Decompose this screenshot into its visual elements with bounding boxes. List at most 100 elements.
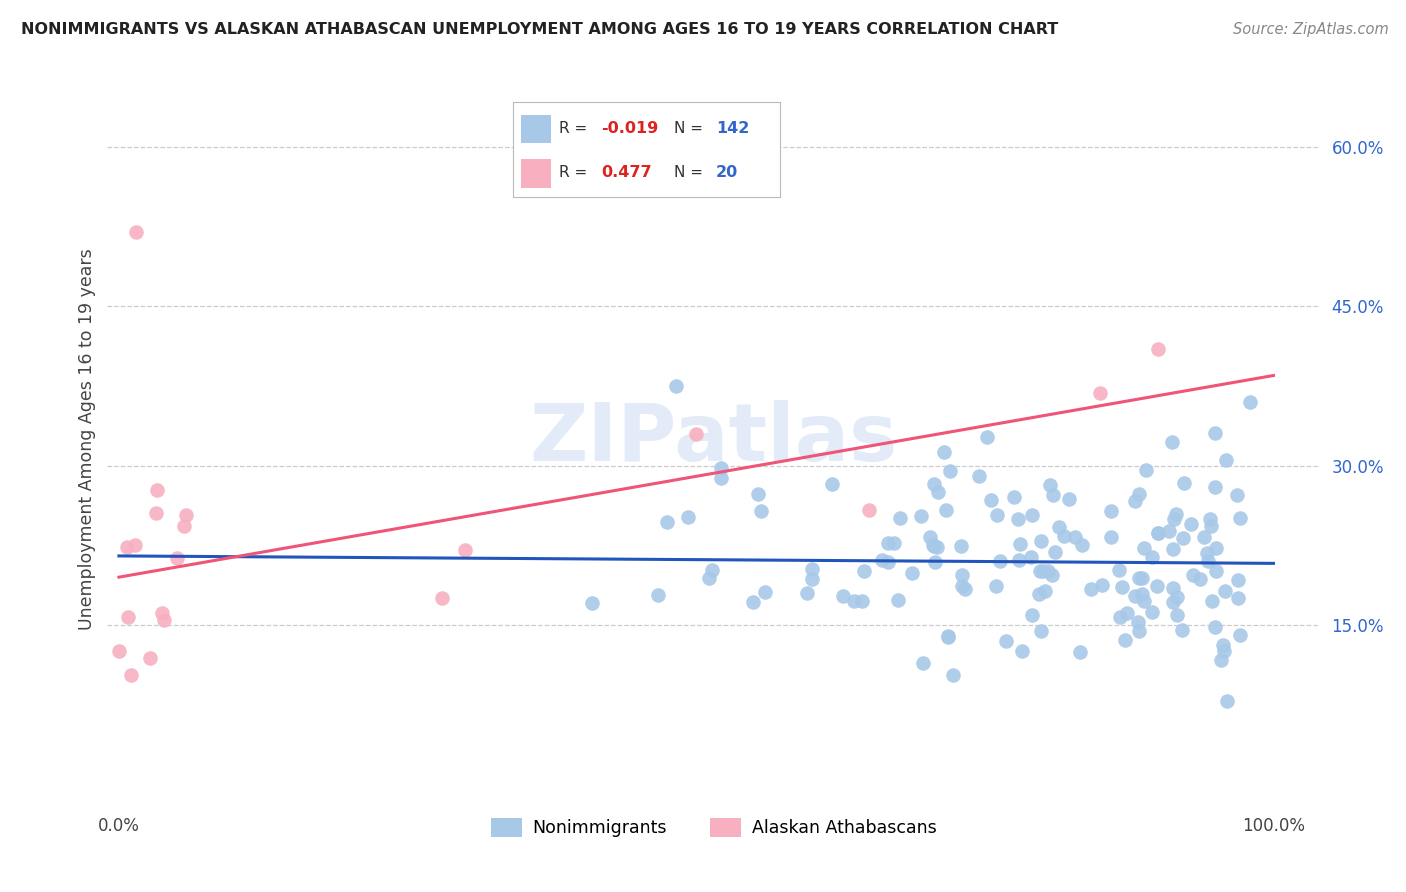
Point (1047, 520, 1070, 534)
Point (1123, 493, 1146, 508)
Point (1053, 529, 1076, 543)
Point (1140, 605, 1163, 619)
Point (1205, 565, 1227, 579)
Point (918, 530, 941, 544)
Point (1140, 550, 1163, 565)
Point (953, 582, 976, 596)
Point (754, 585, 776, 599)
Point (747, 487, 769, 501)
Point (115, 541, 138, 555)
Point (1166, 590, 1188, 604)
Point (1021, 508, 1043, 523)
Point (1194, 530, 1216, 544)
Point (796, 586, 818, 600)
Point (1116, 606, 1139, 620)
Point (173, 519, 195, 533)
Point (1180, 516, 1202, 531)
Point (922, 538, 945, 552)
Point (832, 589, 855, 603)
Point (883, 536, 905, 550)
Point (1173, 531, 1195, 545)
Point (1071, 538, 1094, 552)
Point (581, 596, 603, 610)
Point (1040, 568, 1063, 582)
Point (1045, 545, 1067, 559)
Point (1160, 435, 1182, 450)
Point (1021, 607, 1043, 622)
Point (925, 540, 948, 554)
Point (1010, 536, 1032, 550)
Point (1091, 577, 1114, 591)
Point (1215, 694, 1237, 708)
Point (936, 630, 959, 644)
Point (146, 483, 169, 497)
Point (934, 503, 956, 517)
Point (1032, 564, 1054, 578)
Point (1212, 638, 1234, 652)
Point (927, 485, 949, 500)
Point (1215, 453, 1237, 467)
Point (887, 593, 910, 607)
Point (1226, 488, 1249, 502)
Point (1163, 512, 1185, 526)
Point (166, 550, 188, 565)
Point (1197, 554, 1219, 568)
Point (1029, 564, 1052, 578)
Point (1133, 541, 1156, 555)
Text: ZIPatlas: ZIPatlas (530, 401, 897, 478)
Text: NONIMMIGRANTS VS ALASKAN ATHABASCAN UNEMPLOYMENT AMONG AGES 16 TO 19 YEARS CORRE: NONIMMIGRANTS VS ALASKAN ATHABASCAN UNEM… (21, 22, 1059, 37)
Point (1108, 609, 1130, 624)
Point (1147, 526, 1170, 541)
Point (851, 594, 873, 608)
Point (942, 668, 965, 682)
Point (1201, 594, 1223, 608)
Point (702, 563, 724, 577)
Point (1205, 541, 1227, 556)
Point (655, 515, 678, 529)
Point (1059, 491, 1081, 506)
Point (939, 464, 962, 478)
Point (1204, 425, 1226, 440)
Legend: Nonimmigrants, Alaskan Athabascans: Nonimmigrants, Alaskan Athabascans (484, 811, 943, 845)
Point (986, 508, 1008, 522)
Point (665, 378, 688, 392)
Point (967, 468, 990, 483)
Point (936, 629, 959, 643)
Point (870, 553, 893, 567)
Point (145, 507, 167, 521)
Point (1011, 644, 1033, 658)
Point (1069, 645, 1091, 659)
Point (1199, 512, 1222, 526)
Point (932, 444, 955, 458)
Point (858, 503, 880, 517)
Point (1108, 563, 1130, 577)
Point (922, 539, 945, 553)
Point (950, 579, 973, 593)
Point (432, 591, 454, 605)
Point (1173, 476, 1195, 491)
Point (1229, 511, 1251, 525)
Point (901, 566, 924, 581)
Point (1063, 530, 1085, 544)
Point (1099, 530, 1122, 544)
Point (949, 539, 972, 553)
Point (1213, 583, 1236, 598)
Point (1128, 624, 1150, 638)
Point (697, 571, 720, 585)
Point (984, 579, 1007, 593)
Point (1199, 519, 1222, 533)
Point (749, 504, 772, 518)
Point (1229, 628, 1251, 642)
Point (1204, 620, 1226, 634)
Point (1008, 552, 1031, 566)
Point (912, 656, 935, 670)
Point (1166, 508, 1188, 522)
Point (676, 510, 699, 524)
Point (152, 607, 174, 621)
Point (877, 536, 900, 550)
Point (801, 562, 824, 576)
Point (741, 594, 763, 608)
Point (1039, 478, 1062, 492)
Point (1157, 524, 1180, 539)
Point (454, 542, 477, 557)
